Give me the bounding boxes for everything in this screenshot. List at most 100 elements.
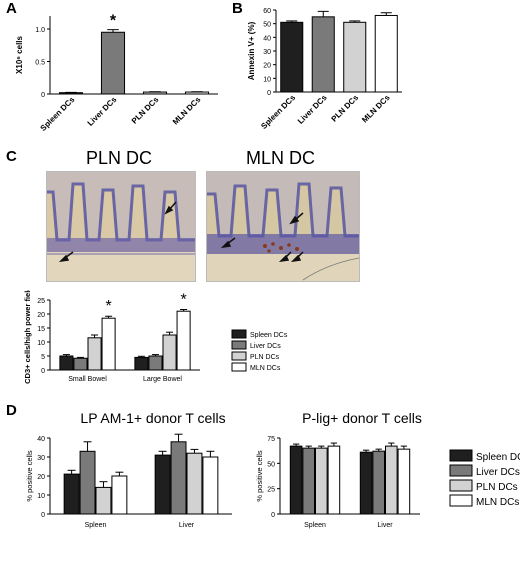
bar-large-bowel-liver-dcs <box>148 355 163 371</box>
chart-d1: 0 10 20 30 40% positive cells Spleen Liver <box>25 433 232 529</box>
bar-small-bowel-mln-dcs <box>101 317 116 371</box>
micrograph-pln-image <box>47 172 195 281</box>
bar-spleen-liver-dcs <box>79 450 96 515</box>
micrograph-pln <box>46 171 196 282</box>
bar-large-bowel-pln-dcs <box>162 334 177 371</box>
chart-d1-title: LP AM-1+ donor T cells <box>80 410 226 426</box>
x-tick-label: PLN DCs <box>330 93 361 124</box>
bar-spleen-dcs <box>280 21 304 93</box>
y-tick-label: 60 <box>263 8 271 15</box>
y-tick-label: 25 <box>267 487 275 494</box>
significance-marker: * <box>180 292 186 309</box>
y-axis-label: CD3+ cells/high power field <box>23 290 32 384</box>
y-tick-label: 0 <box>41 92 45 99</box>
bar-liver-mln-dcs <box>202 456 219 515</box>
bar-liver-liver-dcs <box>372 450 385 515</box>
legend-label: PLN DCs <box>250 354 280 361</box>
y-axis-label: % positive cells <box>25 450 34 502</box>
y-tick-label: 10 <box>37 340 45 347</box>
y-axis-label: % positive cells <box>255 450 264 502</box>
panel-letter-c: C <box>6 148 17 165</box>
significance-marker: * <box>110 13 117 30</box>
bar-spleen-mln-dcs <box>111 475 128 515</box>
legend-label: Liver DCs <box>250 343 281 350</box>
legend-label: Spleen DCs <box>250 332 288 339</box>
panel-letter-a: A <box>6 0 17 17</box>
y-tick-label: 5 <box>41 354 45 361</box>
micrograph-mln <box>206 171 360 282</box>
x-tick-label: MLN DCs <box>171 95 203 127</box>
legend-swatch <box>449 449 473 462</box>
panel-letter-b: B <box>232 0 243 17</box>
x-tick-label: Spleen DCs <box>259 93 297 131</box>
bar-small-bowel-pln-dcs <box>87 337 102 371</box>
x-tick-label: PLN DCs <box>130 95 161 126</box>
y-tick-label: 1.0 <box>35 27 45 34</box>
bar-mln-dcs <box>374 14 398 93</box>
legend-label: MLN DCs <box>250 365 281 372</box>
y-tick-label: 40 <box>37 436 45 443</box>
x-tick-label: Liver DCs <box>86 95 119 128</box>
legend-label: MLN DCs <box>476 497 519 508</box>
y-tick-label: 0 <box>267 90 271 97</box>
bar-liver-pln-dcs <box>186 452 203 515</box>
legend-swatch <box>231 329 247 339</box>
bar-spleen-liver-dcs <box>302 447 316 515</box>
y-tick-label: 50 <box>263 22 271 29</box>
chart-d2-title: P-lig+ donor T cells <box>302 410 422 426</box>
bar-small-bowel-spleen-dcs <box>59 355 74 371</box>
y-axis-label: Annexin V+ (%) <box>247 21 256 80</box>
bar-liver-pln-dcs <box>385 445 398 515</box>
y-tick-label: 0 <box>41 512 45 519</box>
bar-liver-liver-dcs <box>170 441 187 515</box>
legend-label: PLN DCs <box>476 482 518 493</box>
bar-liver-dcs <box>100 31 126 95</box>
y-tick-label: 30 <box>37 455 45 462</box>
x-tick-label: Spleen <box>304 522 326 529</box>
bar-spleen-pln-dcs <box>315 447 328 515</box>
x-tick-label: Spleen DCs <box>39 95 77 133</box>
y-tick-label: 50 <box>267 461 275 468</box>
bar-liver-spleen-dcs <box>359 451 373 515</box>
micrograph-mln-image <box>207 172 359 281</box>
x-tick-label: Liver <box>179 522 195 529</box>
panel-letter-d: D <box>6 402 17 419</box>
y-tick-label: 25 <box>37 298 45 305</box>
bar-mln-dcs <box>184 91 210 95</box>
bar-spleen-pln-dcs <box>95 486 112 515</box>
legend-swatch <box>449 464 473 477</box>
bar-spleen-spleen-dcs <box>289 445 303 515</box>
legend-label: Liver DCs <box>476 467 520 478</box>
bar-liver-spleen-dcs <box>154 454 171 515</box>
x-tick-label: Liver DCs <box>296 93 329 126</box>
legend-swatch <box>231 340 247 350</box>
x-tick-label: Liver <box>377 522 393 529</box>
legend-swatch <box>449 494 473 507</box>
bar-large-bowel-mln-dcs <box>176 310 191 371</box>
y-tick-label: 0.5 <box>35 60 45 67</box>
y-tick-label: 20 <box>263 63 271 70</box>
y-axis-label: X10⁶ cells <box>15 35 24 73</box>
bar-liver-dcs <box>311 16 335 93</box>
chart-d2: 0 25 50 75% positive cells Spleen Liver Spleen… <box>255 436 520 529</box>
x-tick-label: Small Bowel <box>68 376 107 383</box>
x-tick-label: Spleen <box>85 522 107 529</box>
legend-label: Spleen DCs <box>476 452 520 463</box>
micrograph-title-mln: MLN DC <box>246 148 316 168</box>
y-tick-label: 15 <box>37 326 45 333</box>
x-tick-label: MLN DCs <box>360 93 392 125</box>
chart-b: 0 10 20 30 40 50 60 Annexin V+ (%) Spleen DCsLiv… <box>247 8 402 131</box>
legend-swatch <box>231 351 247 361</box>
y-tick-label: 30 <box>263 49 271 56</box>
y-tick-label: 0 <box>41 368 45 375</box>
y-tick-label: 10 <box>263 76 271 83</box>
bar-spleen-mln-dcs <box>327 445 341 515</box>
y-tick-label: 10 <box>37 493 45 500</box>
y-tick-label: 40 <box>263 35 271 42</box>
bar-large-bowel-spleen-dcs <box>134 356 149 371</box>
significance-marker: * <box>105 298 111 315</box>
x-tick-label: Large Bowel <box>143 376 182 383</box>
bar-liver-mln-dcs <box>397 448 411 515</box>
micrograph-title-pln: PLN DC <box>86 148 153 168</box>
bar-spleen-spleen-dcs <box>63 473 80 515</box>
